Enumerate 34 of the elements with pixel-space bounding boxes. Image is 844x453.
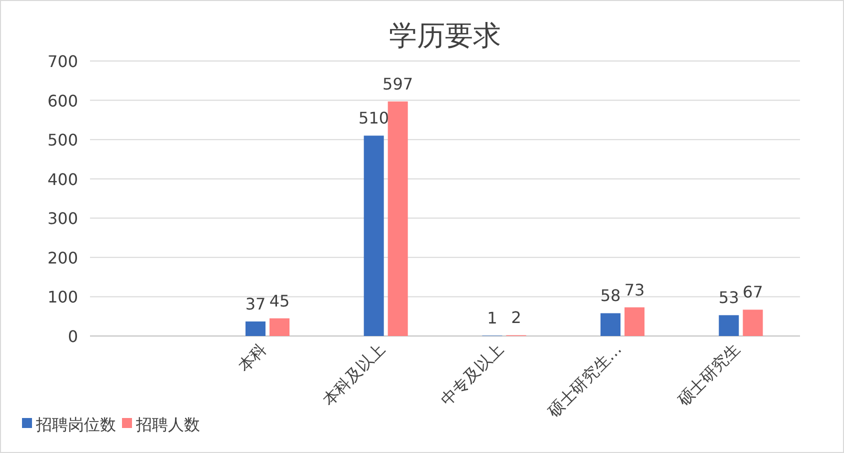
data-label: 2 xyxy=(511,308,522,328)
x-tick-label: 硕士研究生… xyxy=(543,339,626,422)
y-tick-label: 0 xyxy=(68,327,78,346)
data-label: 73 xyxy=(624,280,645,300)
bar xyxy=(388,101,408,336)
legend-label: 招聘岗位数 xyxy=(35,415,116,434)
y-tick-label: 400 xyxy=(47,170,78,189)
bar xyxy=(718,315,739,336)
y-tick-label: 100 xyxy=(47,288,78,307)
y-tick-label: 600 xyxy=(47,91,78,110)
data-label: 510 xyxy=(358,108,390,128)
bar xyxy=(742,310,763,336)
y-tick-label: 200 xyxy=(47,248,78,268)
bar xyxy=(364,136,384,336)
y-tick-label: 700 xyxy=(47,52,78,71)
x-tick-label: 本科 xyxy=(234,339,270,376)
x-tick-label: 硕士研究生 xyxy=(672,339,744,410)
x-tick-label: 中专及以上 xyxy=(436,339,507,410)
data-label: 597 xyxy=(382,74,414,94)
data-label: 1 xyxy=(487,308,498,328)
bar xyxy=(246,321,266,336)
data-label: 58 xyxy=(600,286,621,306)
data-label: 53 xyxy=(718,288,740,308)
y-tick-label: 300 xyxy=(47,209,78,228)
chart-title: 学历要求 xyxy=(389,19,501,52)
bar xyxy=(624,307,644,336)
y-tick-label: 500 xyxy=(47,130,78,150)
data-label: 67 xyxy=(742,282,764,302)
x-tick-label: 本科及以上 xyxy=(318,339,389,410)
legend-label: 招聘人数 xyxy=(135,415,200,434)
data-label: 45 xyxy=(269,291,290,310)
data-label: 37 xyxy=(245,294,266,314)
bar xyxy=(600,313,620,336)
bar xyxy=(270,318,290,336)
